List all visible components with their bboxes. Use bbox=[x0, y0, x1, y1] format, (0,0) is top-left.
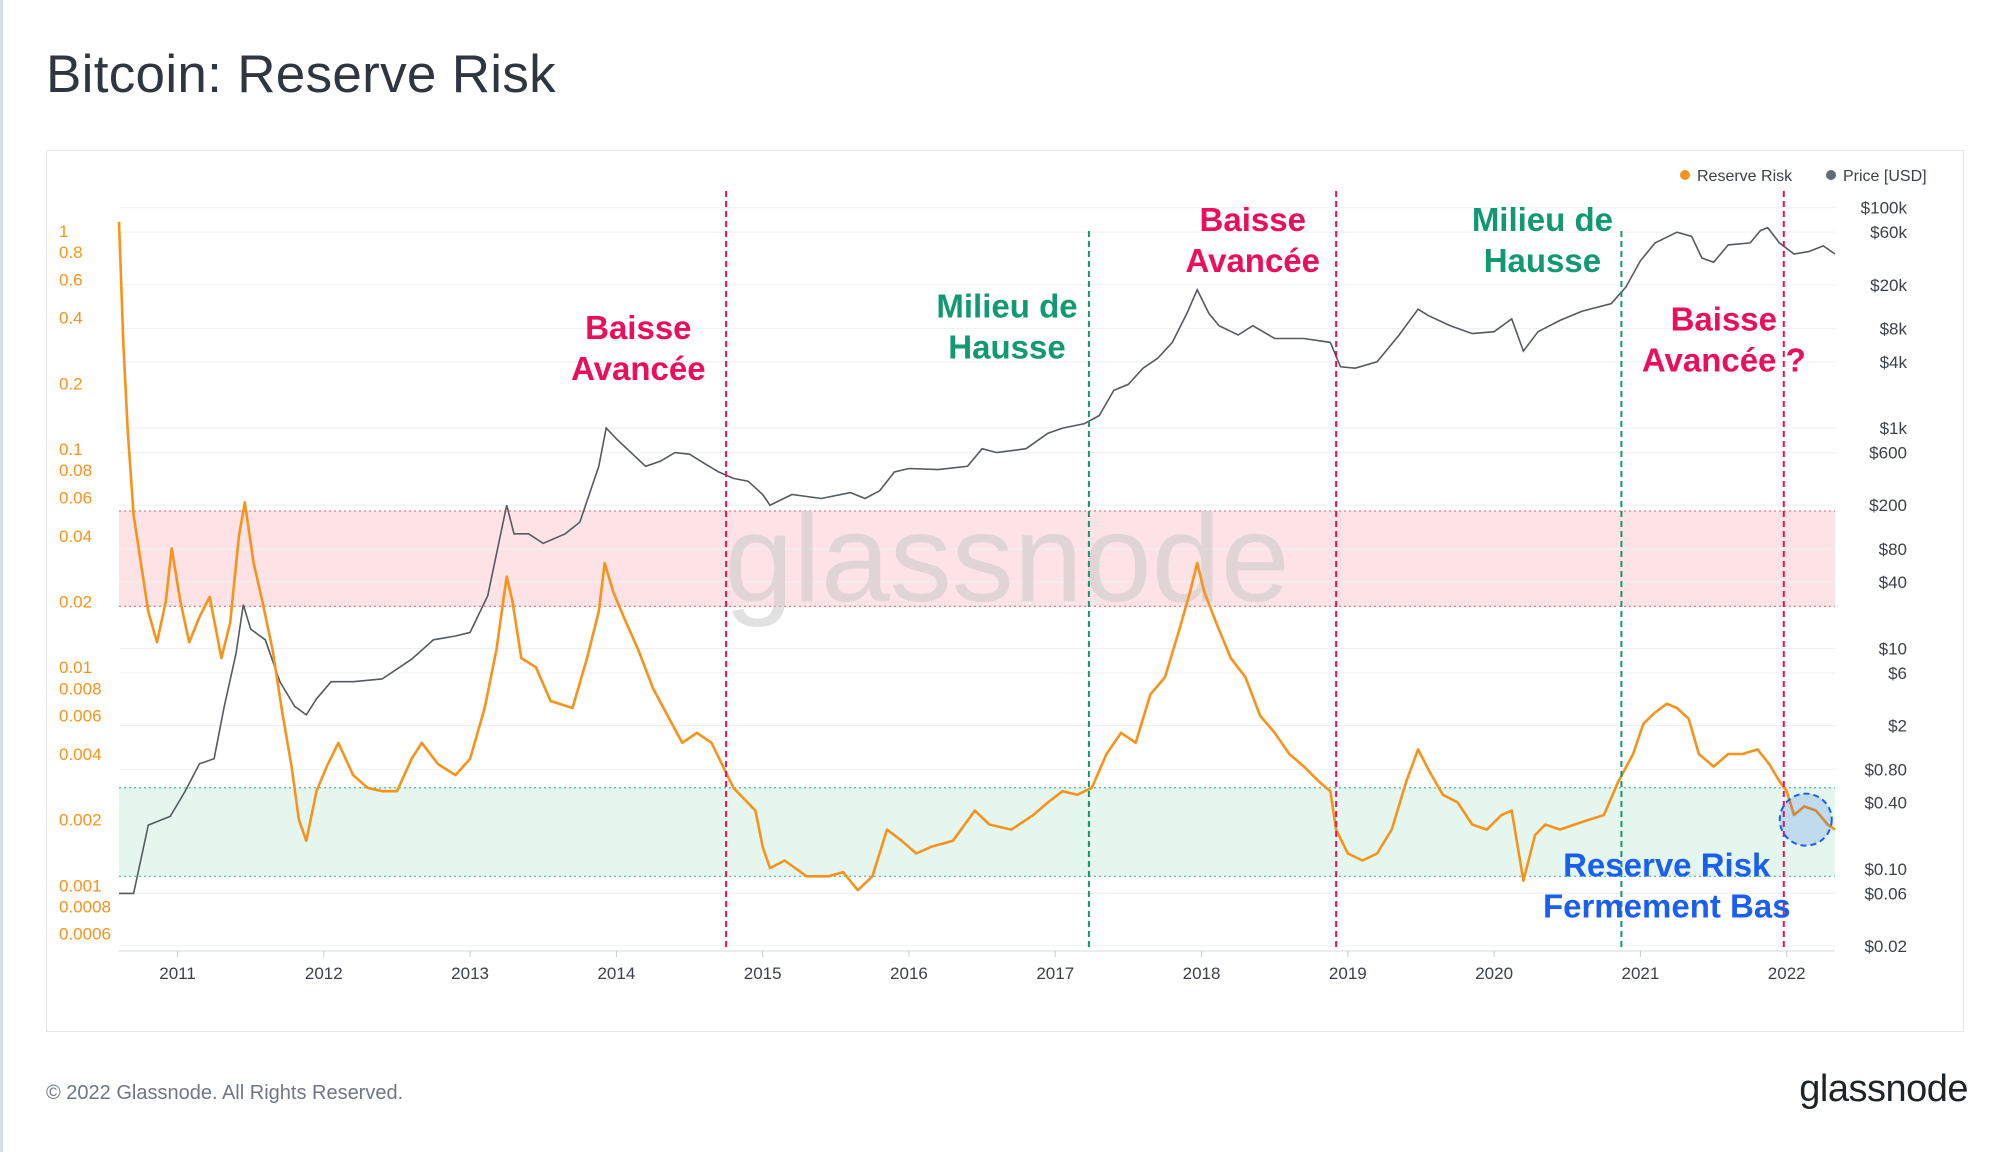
left-tick-label: 0.06 bbox=[59, 488, 92, 507]
copyright-text: © 2022 Glassnode. All Rights Reserved. bbox=[46, 1082, 403, 1105]
x-tick-label: 2015 bbox=[744, 964, 782, 983]
right-tick-label: $600 bbox=[1869, 444, 1907, 463]
left-tick-label: 0.0008 bbox=[59, 897, 111, 916]
right-tick-label: $0.10 bbox=[1864, 860, 1907, 879]
right-tick-label: $1k bbox=[1880, 419, 1908, 438]
reserve-risk-chart: glassnode 1 0.8 0.6 0.4 0.2 0.1 0.08 0.06 0.04 0.… bbox=[47, 151, 1965, 1033]
annotation-text: Fermement Bas bbox=[1543, 887, 1791, 924]
right-tick-label: $0.80 bbox=[1864, 760, 1907, 779]
x-tick-label: 2017 bbox=[1036, 964, 1074, 983]
x-tick-label: 2014 bbox=[597, 964, 635, 983]
annotation-text: Reserve Risk bbox=[1563, 846, 1771, 883]
annotation-text: Milieu de bbox=[936, 288, 1077, 325]
legend-price-label[interactable]: Price [USD] bbox=[1843, 168, 1927, 185]
left-tick-label: 0.006 bbox=[59, 707, 102, 726]
watermark: glassnode bbox=[724, 490, 1289, 628]
left-axis-ticks: 1 0.8 0.6 0.4 0.2 0.1 0.08 0.06 0.04 0.02 0.01 0.00… bbox=[59, 222, 111, 944]
left-tick-label: 0.001 bbox=[59, 876, 102, 895]
right-tick-label: $20k bbox=[1870, 276, 1907, 295]
x-tick-label: 2016 bbox=[890, 964, 928, 983]
left-tick-label: 0.008 bbox=[59, 679, 102, 698]
right-tick-label: $0.40 bbox=[1864, 794, 1907, 813]
right-tick-label: $10 bbox=[1879, 640, 1907, 659]
right-tick-label: $200 bbox=[1869, 496, 1907, 515]
left-tick-label: 0.2 bbox=[59, 374, 83, 393]
x-tick-label: 2022 bbox=[1768, 964, 1806, 983]
legend-reserve-risk-dot bbox=[1680, 170, 1690, 180]
annotation-text: Hausse bbox=[1484, 242, 1601, 279]
right-tick-label: $80 bbox=[1879, 540, 1907, 559]
page-title: Bitcoin: Reserve Risk bbox=[46, 44, 556, 105]
legend[interactable]: Reserve Risk Price [USD] bbox=[1680, 168, 1927, 185]
annotation-text: Avancée bbox=[1185, 242, 1320, 279]
highlight-circle bbox=[1780, 794, 1832, 846]
left-edge-rule bbox=[0, 0, 3, 1152]
right-tick-label: $6 bbox=[1888, 664, 1907, 683]
annotation-text: Avancée bbox=[571, 350, 706, 387]
left-tick-label: 0.004 bbox=[59, 745, 102, 764]
left-tick-label: 0.02 bbox=[59, 593, 92, 612]
right-axis-ticks: $100k $60k $20k $8k $4k $1k $600 $200 $80 $40 $10 $… bbox=[1861, 199, 1908, 956]
x-tick-label: 2020 bbox=[1475, 964, 1513, 983]
annotation-text: Milieu de bbox=[1472, 201, 1613, 238]
annotation-text: Baisse bbox=[1200, 201, 1306, 238]
right-tick-label: $40 bbox=[1879, 573, 1907, 592]
left-tick-label: 0.04 bbox=[59, 527, 92, 546]
left-tick-label: 1 bbox=[59, 222, 68, 241]
legend-price-dot bbox=[1826, 170, 1836, 180]
glassnode-logo[interactable]: glassnode bbox=[1799, 1068, 1968, 1111]
left-tick-label: 0.0006 bbox=[59, 925, 111, 944]
left-tick-label: 0.002 bbox=[59, 811, 102, 830]
left-tick-label: 0.08 bbox=[59, 461, 92, 480]
left-tick-label: 0.8 bbox=[59, 243, 83, 262]
legend-reserve-risk-label[interactable]: Reserve Risk bbox=[1697, 168, 1793, 185]
x-tick-label: 2011 bbox=[159, 964, 196, 983]
chart-card: glassnode 1 0.8 0.6 0.4 0.2 0.1 0.08 0.06 0.04 0.… bbox=[46, 150, 1964, 1032]
right-tick-label: $0.02 bbox=[1864, 937, 1907, 956]
x-axis-ticks: 2011 2012 2013 2014 2015 2016 2017 2018 2019 2020… bbox=[119, 951, 1835, 983]
right-tick-label: $8k bbox=[1880, 320, 1908, 339]
left-tick-label: 0.6 bbox=[59, 270, 83, 289]
left-tick-label: 0.4 bbox=[59, 309, 83, 328]
right-tick-label: $60k bbox=[1870, 223, 1907, 242]
right-tick-label: $0.06 bbox=[1864, 884, 1907, 903]
right-tick-label: $4k bbox=[1880, 353, 1908, 372]
x-tick-label: 2013 bbox=[451, 964, 489, 983]
annotation-text: Avancée ? bbox=[1642, 341, 1806, 378]
right-tick-label: $2 bbox=[1888, 717, 1907, 736]
annotation-text: Baisse bbox=[585, 309, 691, 346]
x-tick-label: 2012 bbox=[305, 964, 343, 983]
left-tick-label: 0.01 bbox=[59, 658, 92, 677]
right-tick-label: $100k bbox=[1861, 199, 1908, 218]
annotation-text: Hausse bbox=[948, 329, 1065, 366]
left-tick-label: 0.1 bbox=[59, 440, 83, 459]
annotation-text: Baisse bbox=[1671, 300, 1777, 337]
x-tick-label: 2018 bbox=[1183, 964, 1221, 983]
x-tick-label: 2021 bbox=[1622, 964, 1660, 983]
x-tick-label: 2019 bbox=[1329, 964, 1367, 983]
